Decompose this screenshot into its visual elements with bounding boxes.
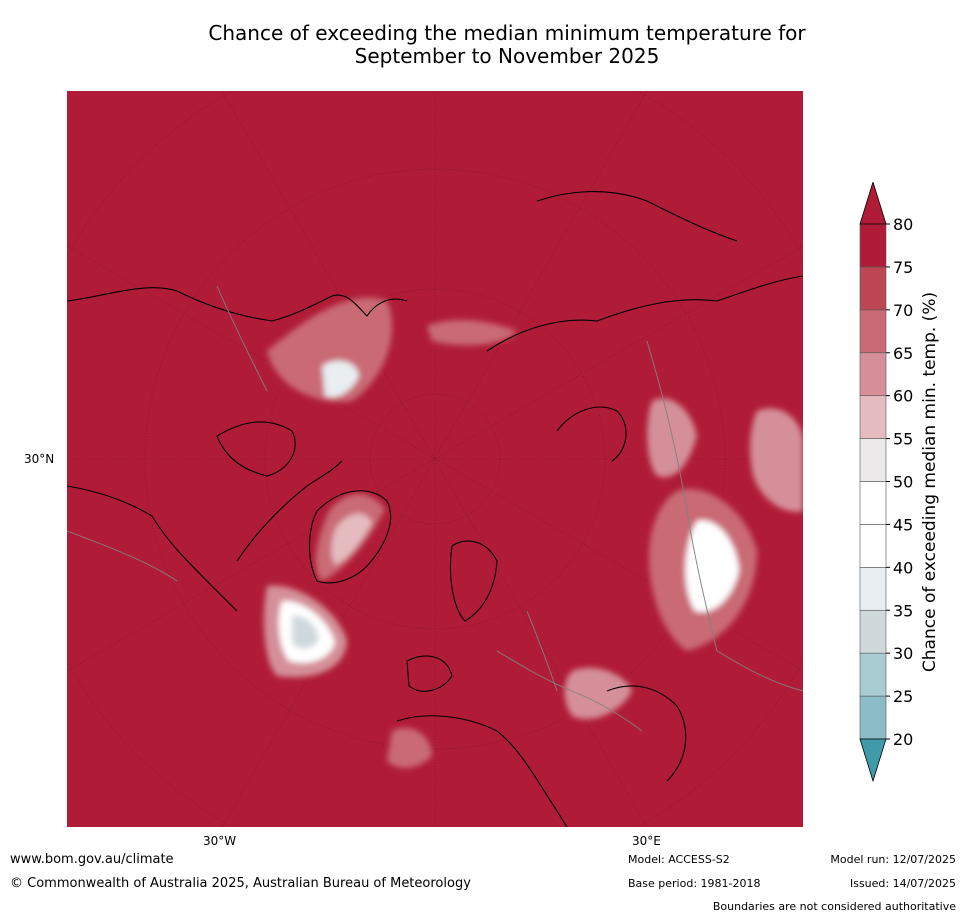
footer-website[interactable]: www.bom.gov.au/climate xyxy=(10,852,174,867)
footer-model-run: Model run: 12/07/2025 xyxy=(830,853,956,866)
colorbar-tick-label: 35 xyxy=(893,601,913,620)
latitude-label: 30°N xyxy=(24,452,55,466)
colorbar-tick-label: 80 xyxy=(893,215,913,234)
patch-iberia xyxy=(387,727,432,768)
colorbar-block xyxy=(859,309,887,354)
map-panel xyxy=(67,91,803,827)
border-europe xyxy=(496,650,643,732)
coast-british-isles xyxy=(406,655,453,692)
coast-taymyr xyxy=(556,406,627,462)
colorbar-tick-label: 20 xyxy=(893,730,913,749)
colorbar-block xyxy=(859,609,887,654)
colorbar-tick-label: 75 xyxy=(893,258,913,277)
colorbar-tick-label: 40 xyxy=(893,558,913,577)
patch-central-asia-core xyxy=(685,520,739,612)
colorbar-block xyxy=(859,695,887,740)
border-central-asia xyxy=(716,650,803,692)
coast-europe-south xyxy=(396,715,568,827)
border-siberia xyxy=(646,340,718,652)
patch-siberian-arctic xyxy=(427,319,517,346)
footer-issued: Issued: 14/07/2025 xyxy=(849,877,956,890)
coast-greenland xyxy=(309,490,392,584)
title-line-2: September to November 2025 xyxy=(354,44,660,68)
border-alaska-canada xyxy=(216,285,268,392)
colorbar-tick-label: 30 xyxy=(893,644,913,663)
colorbar-tick-label: 70 xyxy=(893,301,913,320)
patch-labrador-inner xyxy=(292,615,319,649)
colorbar-block xyxy=(859,352,887,396)
colorbar: 20 25 30 35 40 45 50 55 60 65 70 75 80 xyxy=(859,182,913,782)
coast-russian-arctic xyxy=(486,275,803,352)
patch-black-sea xyxy=(564,667,632,720)
colorbar-block xyxy=(859,438,887,482)
coast-hudson xyxy=(236,460,343,562)
longitude-label-west: 30°W xyxy=(203,834,237,848)
coast-caspian-region xyxy=(606,685,687,782)
border-us-canada xyxy=(67,530,178,582)
footer-copyright: © Commonwealth of Australia 2025, Austra… xyxy=(10,876,471,891)
colorbar-block xyxy=(859,223,887,268)
colorbar-tick-label: 55 xyxy=(893,430,913,449)
colorbar-under-arrow xyxy=(859,738,887,782)
map-title: Chance of exceeding the median minimum t… xyxy=(0,22,965,68)
border-finland-russia xyxy=(526,610,558,692)
coastlines xyxy=(67,190,803,827)
coast-east-siberia xyxy=(536,190,738,242)
borders xyxy=(67,285,803,732)
colorbar-title: Chance of exceeding median min. temp. (%… xyxy=(920,291,940,673)
patch-central-siberia xyxy=(750,408,803,512)
colorbar-over-arrow xyxy=(859,182,887,225)
patch-greenland-core xyxy=(331,513,372,565)
colorbar-tick-label: 65 xyxy=(893,344,913,363)
coast-scandinavia xyxy=(449,540,498,622)
footer-model: Model: ACCESS-S2 xyxy=(628,853,730,866)
coast-baffin xyxy=(216,421,296,477)
colorbar-tick-label: 25 xyxy=(893,687,913,706)
patch-canadian-arctic-core xyxy=(322,360,359,398)
map-canvas xyxy=(67,91,803,827)
patch-canadian-arctic xyxy=(267,297,393,402)
title-line-1: Chance of exceeding the median minimum t… xyxy=(208,21,806,45)
colorbar-block xyxy=(859,266,887,311)
footer-disclaimer: Boundaries are not considered authoritat… xyxy=(712,900,956,913)
colorbar-tick-label: 45 xyxy=(893,515,913,534)
colorbar-block xyxy=(859,524,887,568)
meridian-30e xyxy=(221,91,648,827)
meridian-60e xyxy=(67,245,803,672)
colorbar-tick-label: 50 xyxy=(893,473,913,492)
footer-base-period: Base period: 1981-2018 xyxy=(628,877,761,890)
colorbar-block xyxy=(859,652,887,697)
colorbar-tick-label: 60 xyxy=(893,387,913,406)
longitude-label-east: 30°E xyxy=(632,834,661,848)
coast-north-america-west xyxy=(67,485,238,612)
colorbar-block xyxy=(859,481,887,525)
colorbar-block xyxy=(859,395,887,439)
coast-alaska-canada xyxy=(67,287,408,322)
map-background xyxy=(67,91,803,827)
colorbar-block xyxy=(859,567,887,611)
